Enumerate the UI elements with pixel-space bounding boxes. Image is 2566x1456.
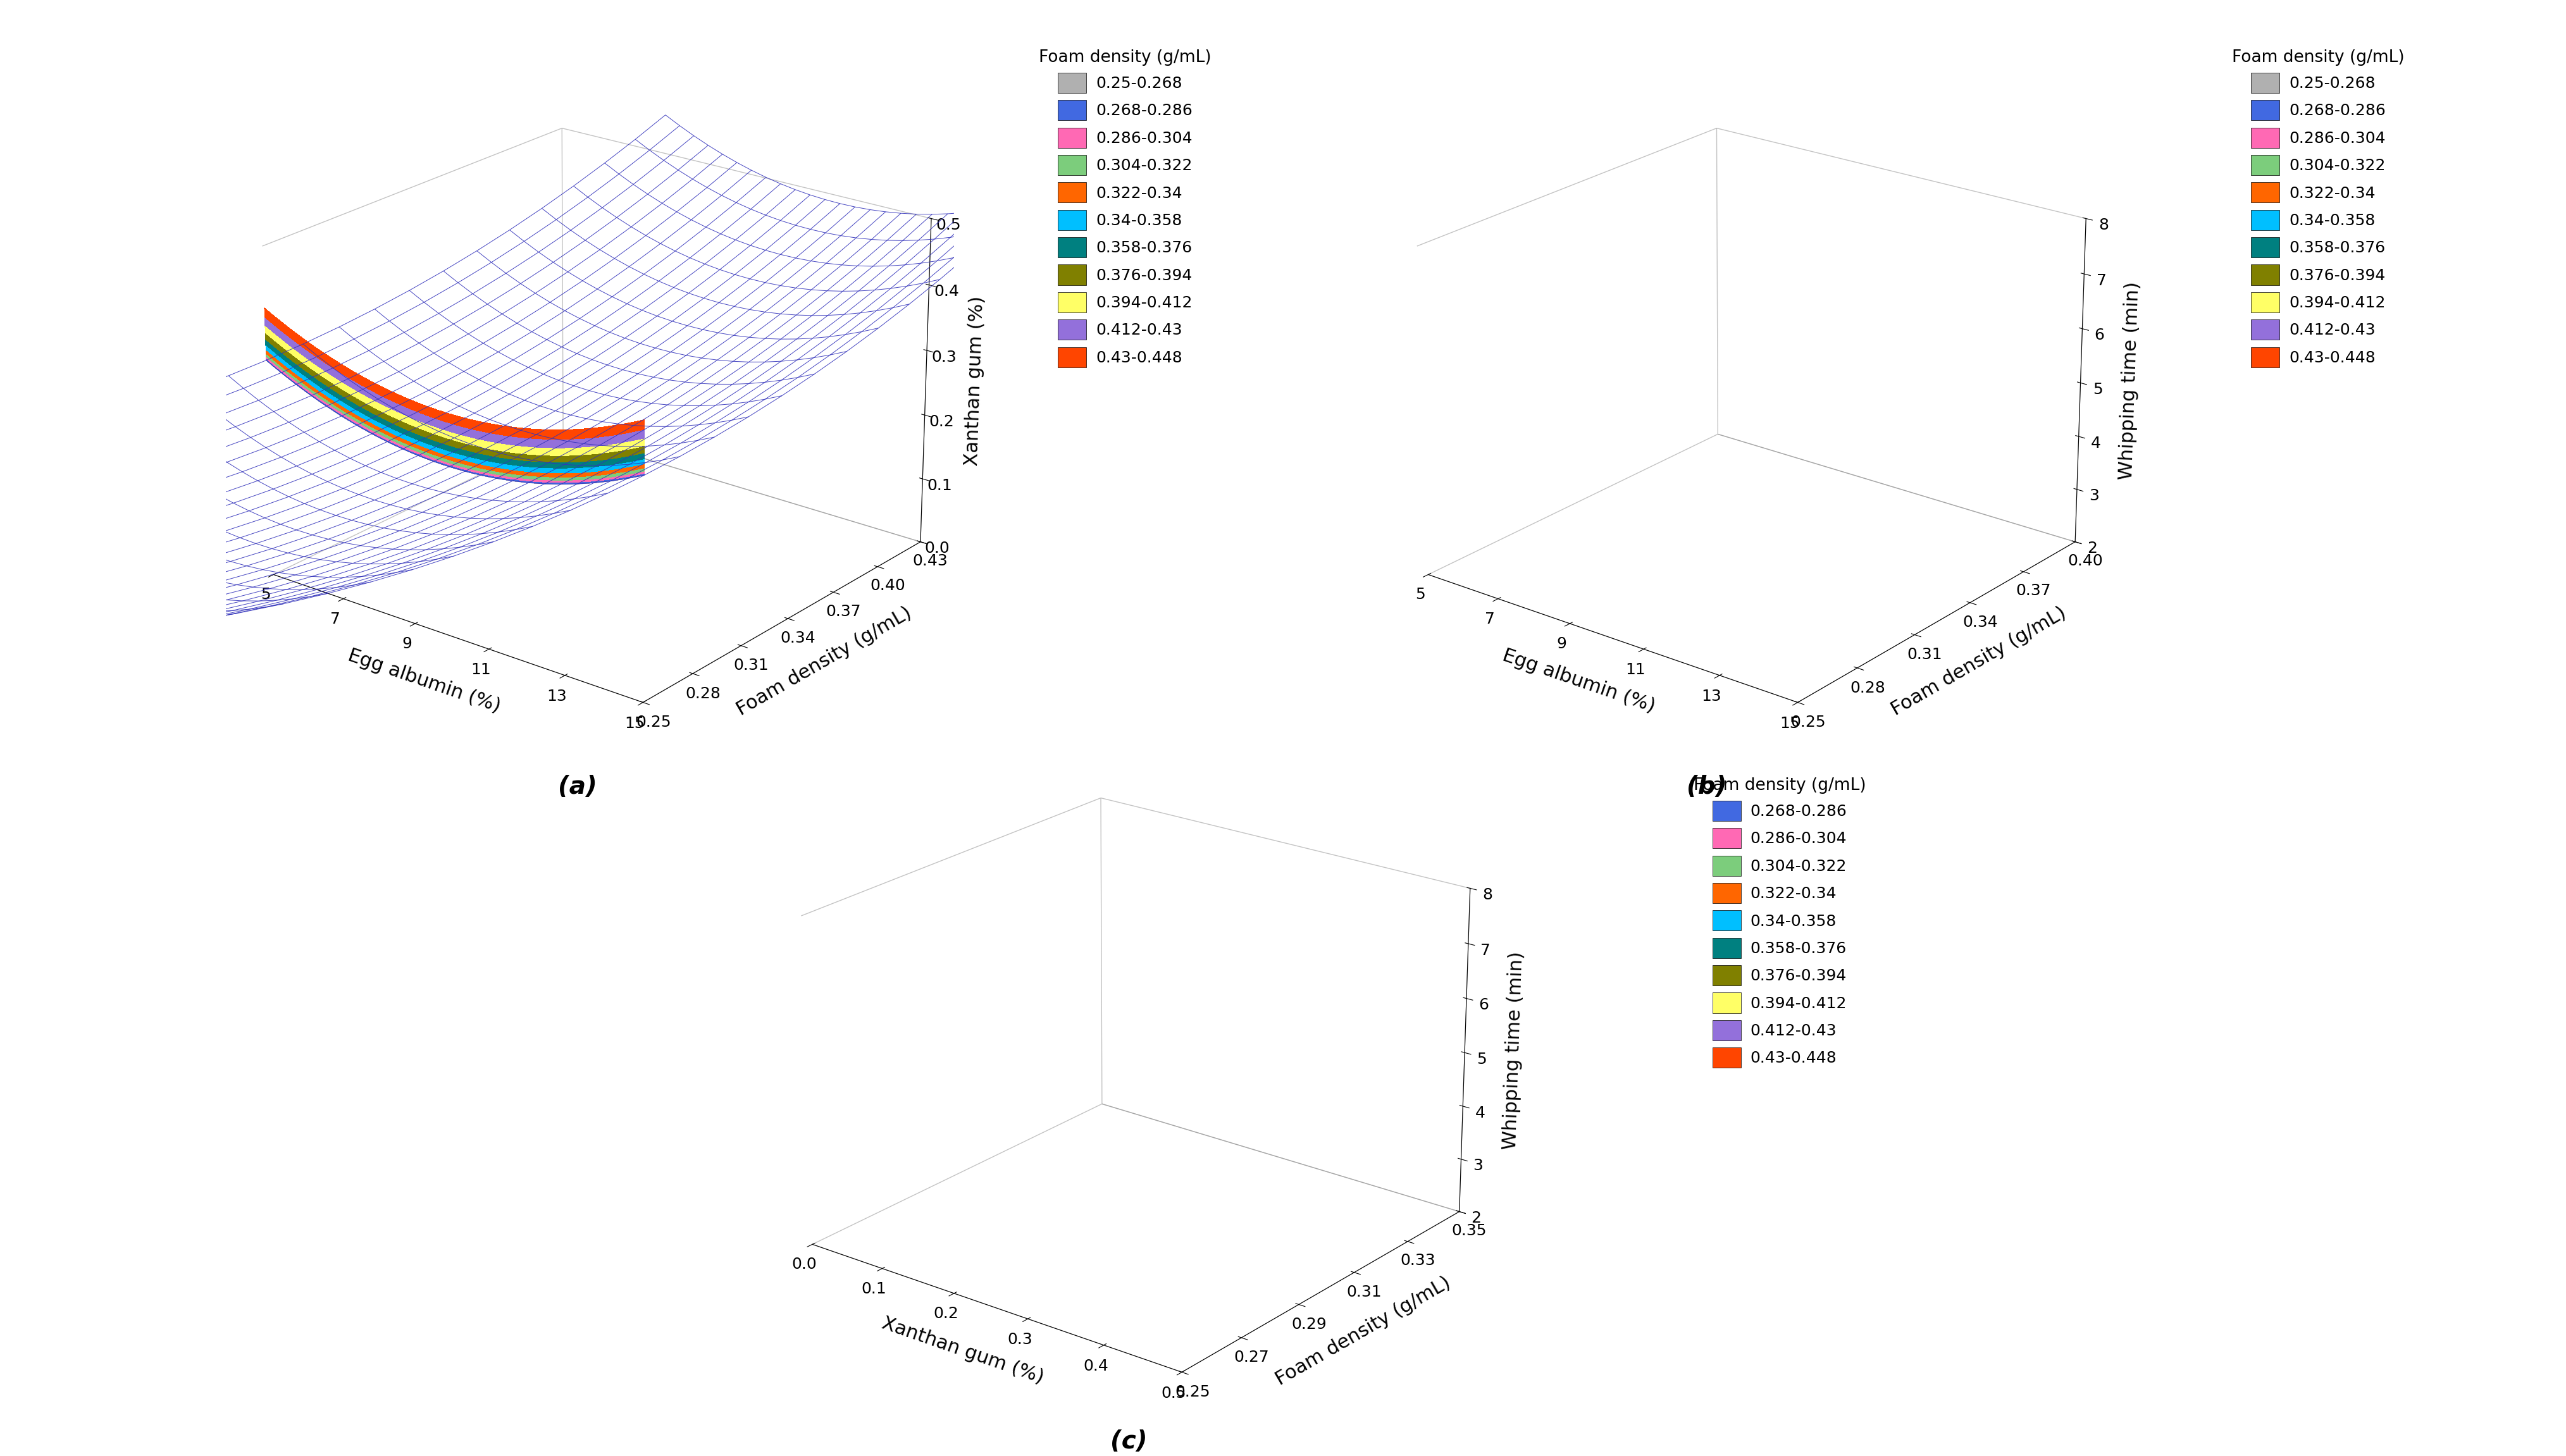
Text: (b): (b) bbox=[1686, 775, 1727, 798]
Legend: 0.25-0.268, 0.268-0.286, 0.286-0.304, 0.304-0.322, 0.322-0.34, 0.34-0.358, 0.358: 0.25-0.268, 0.268-0.286, 0.286-0.304, 0.… bbox=[1034, 44, 1216, 373]
Text: (a): (a) bbox=[557, 775, 598, 798]
Y-axis label: Foam density (g/mL): Foam density (g/mL) bbox=[1889, 604, 2071, 719]
Y-axis label: Foam density (g/mL): Foam density (g/mL) bbox=[734, 604, 916, 719]
X-axis label: Xanthan gum (%): Xanthan gum (%) bbox=[880, 1313, 1047, 1388]
X-axis label: Egg albumin (%): Egg albumin (%) bbox=[346, 646, 503, 715]
Legend: 0.25-0.268, 0.268-0.286, 0.286-0.304, 0.304-0.322, 0.322-0.34, 0.34-0.358, 0.358: 0.25-0.268, 0.268-0.286, 0.286-0.304, 0.… bbox=[2227, 44, 2409, 373]
Y-axis label: Foam density (g/mL): Foam density (g/mL) bbox=[1273, 1274, 1455, 1389]
Text: (c): (c) bbox=[1111, 1430, 1147, 1453]
X-axis label: Egg albumin (%): Egg albumin (%) bbox=[1501, 646, 1658, 715]
Legend: 0.268-0.286, 0.286-0.304, 0.304-0.322, 0.322-0.34, 0.34-0.358, 0.358-0.376, 0.37: 0.268-0.286, 0.286-0.304, 0.304-0.322, 0… bbox=[1688, 772, 1871, 1073]
